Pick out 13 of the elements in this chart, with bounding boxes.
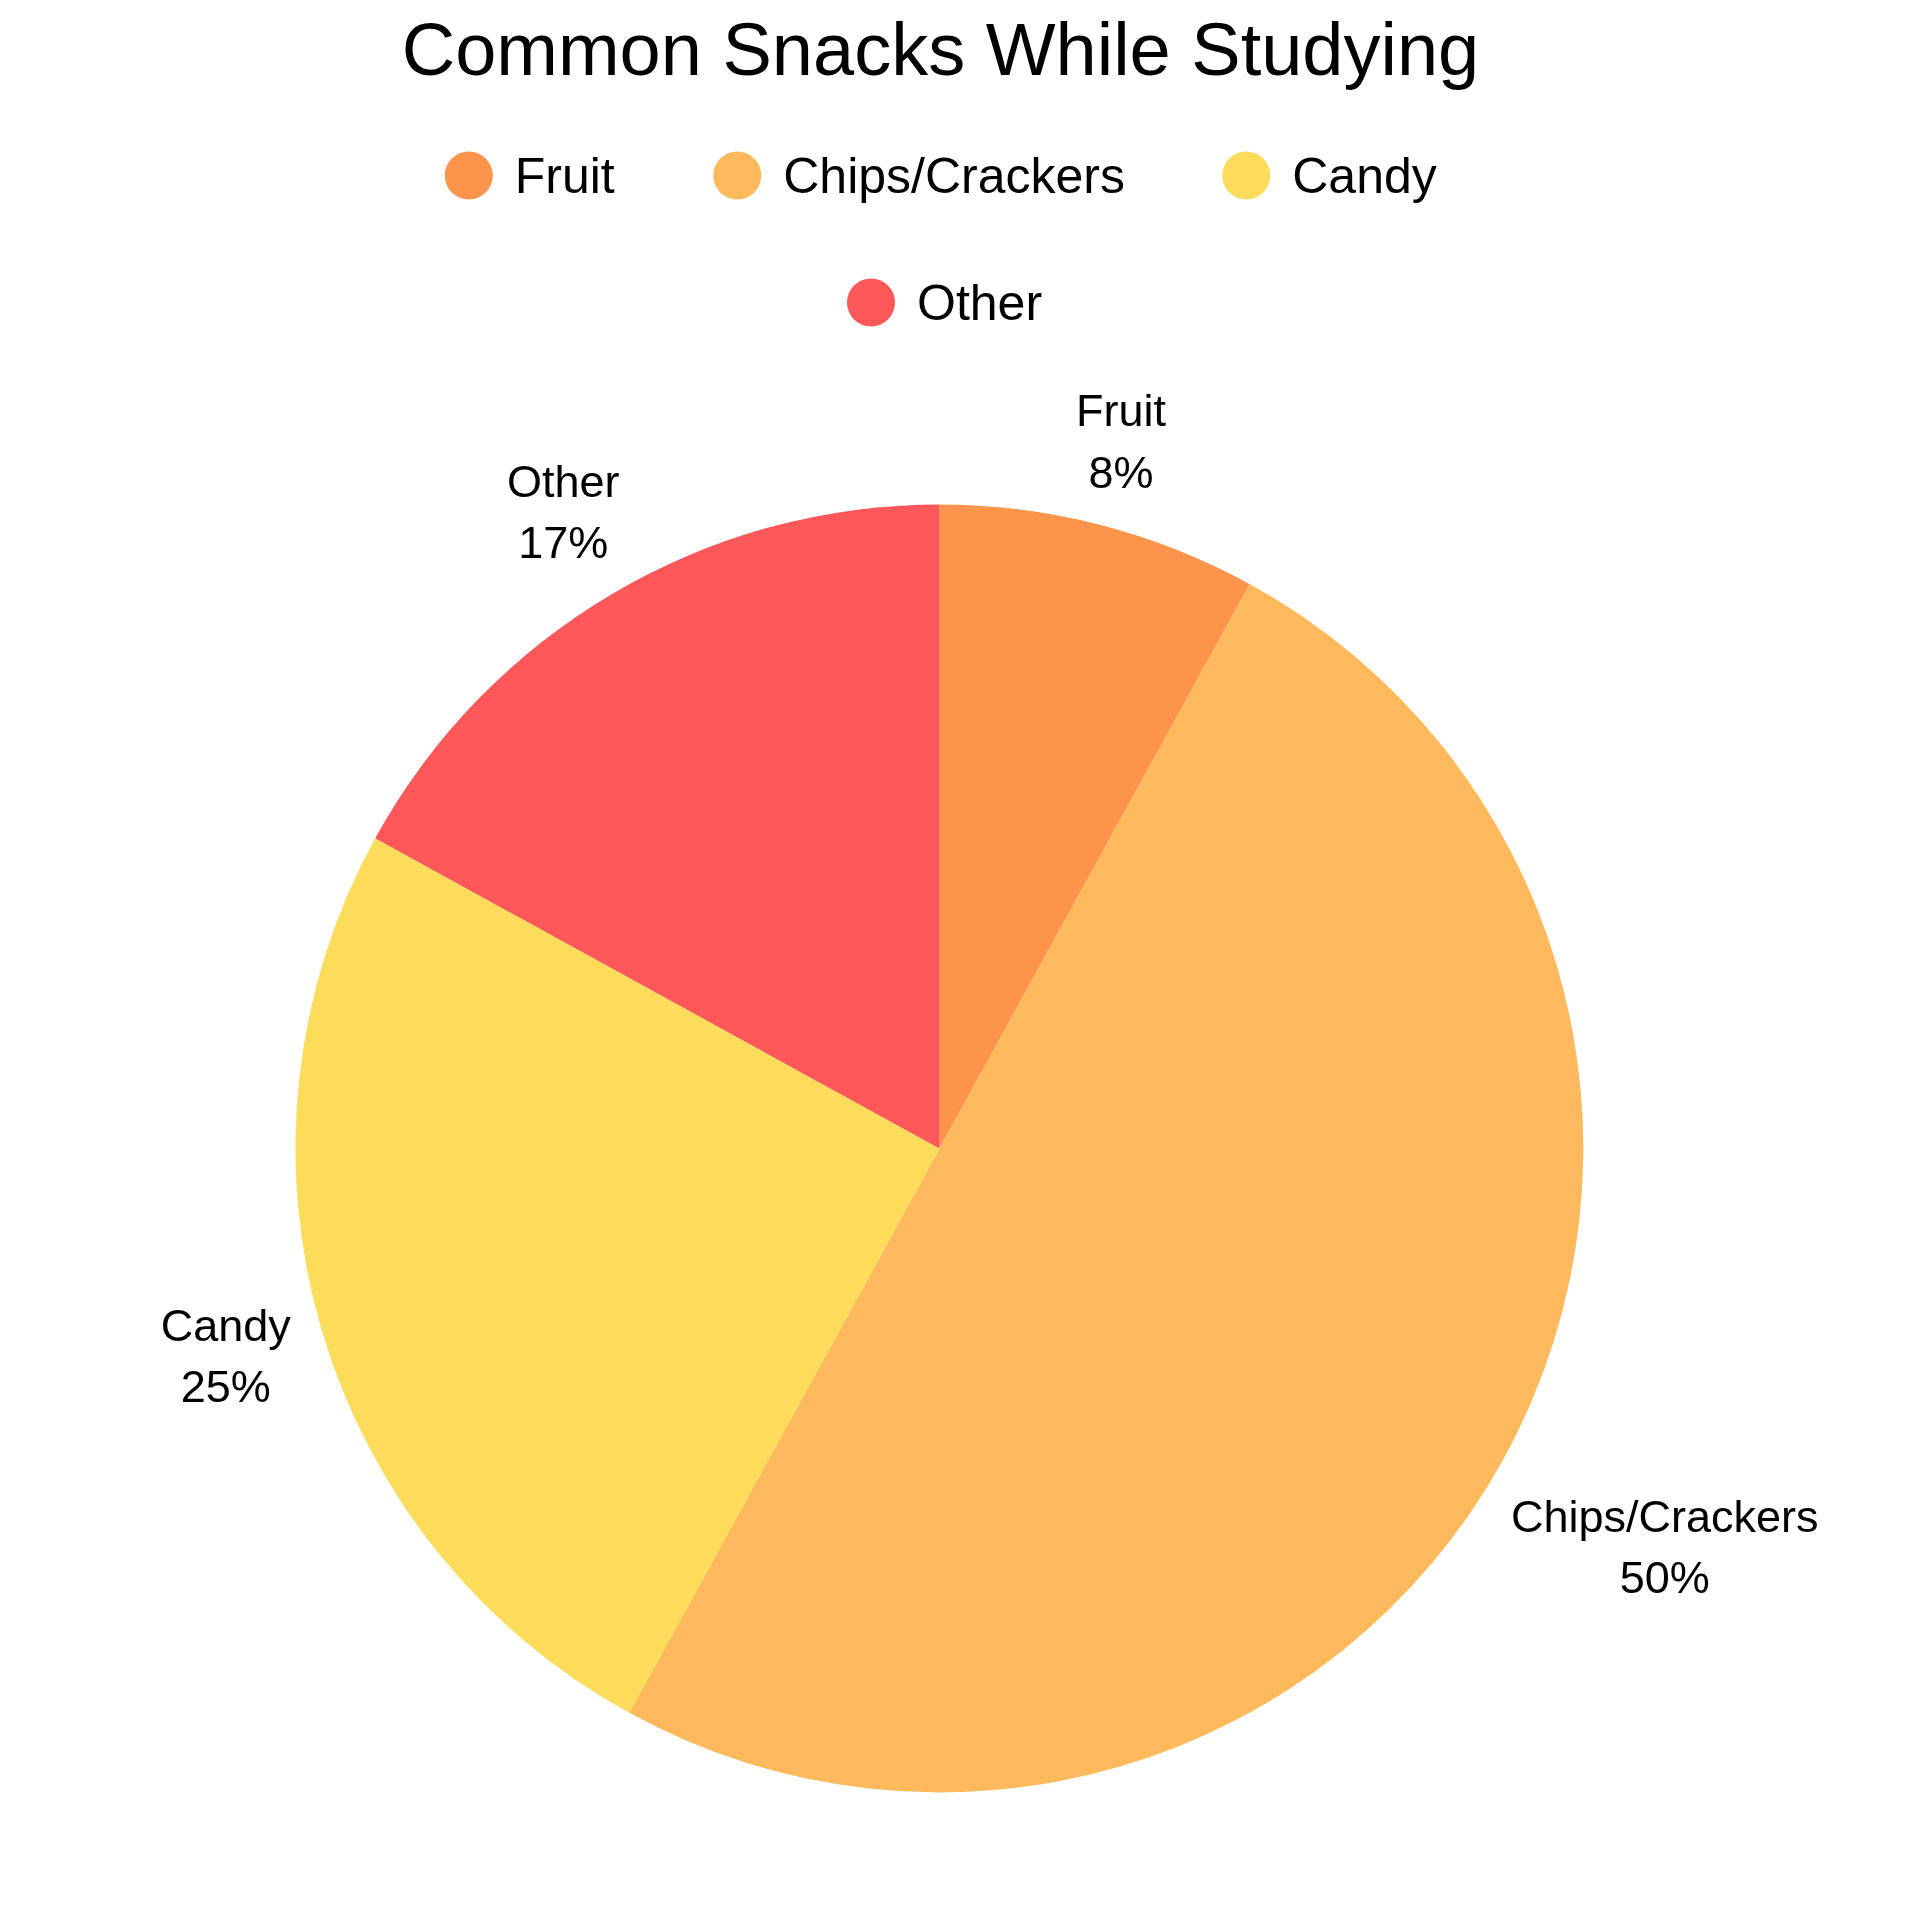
data-label: 25% bbox=[180, 1360, 271, 1412]
legend-label: Other bbox=[917, 274, 1043, 331]
slice-label: Other bbox=[506, 456, 620, 508]
legend-label: Fruit bbox=[514, 147, 615, 204]
slice-label: Fruit bbox=[1076, 385, 1167, 437]
data-label: 8% bbox=[1088, 446, 1154, 498]
slice-label: Chips/Crackers bbox=[1511, 1491, 1819, 1543]
data-label: 17% bbox=[518, 517, 609, 569]
legend-label: Chips/Crackers bbox=[783, 147, 1125, 204]
data-label: 50% bbox=[1619, 1552, 1710, 1604]
chart-title: Common Snacks While Studying bbox=[401, 7, 1480, 91]
legend-label: Candy bbox=[1292, 147, 1437, 204]
slice-label: Candy bbox=[160, 1299, 292, 1351]
